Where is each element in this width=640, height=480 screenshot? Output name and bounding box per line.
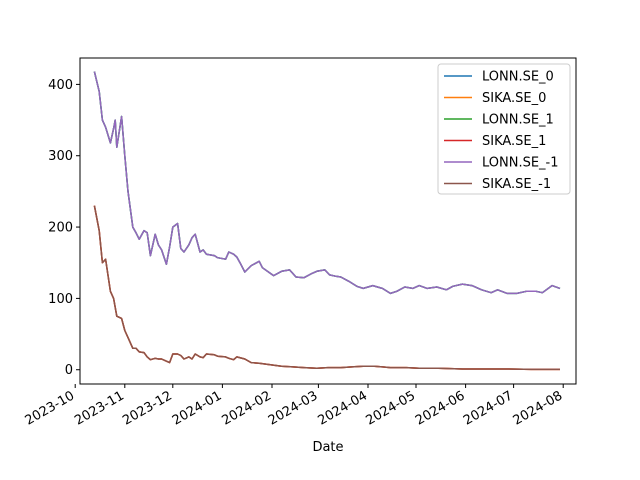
y-tick-label: 400: [48, 78, 73, 93]
y-axis: 0 100 200 300 400: [48, 78, 80, 378]
legend-label: SIKA.SE_-1: [482, 177, 551, 192]
y-tick-label: 0: [65, 363, 73, 378]
y-tick-label: 100: [48, 292, 73, 307]
legend-label: LONN.SE_-1: [482, 156, 559, 171]
y-tick-label: 300: [48, 149, 73, 164]
x-axis-label: Date: [312, 440, 343, 455]
legend-label: LONN.SE_0: [482, 70, 554, 85]
legend-label: LONN.SE_1: [482, 113, 554, 128]
legend-label: SIKA.SE_0: [482, 91, 546, 106]
legend-label: SIKA.SE_1: [482, 134, 546, 149]
legend: LONN.SE_0 SIKA.SE_0 LONN.SE_1 SIKA.SE_1 LONN…: [437, 63, 571, 195]
y-tick-label: 200: [48, 221, 73, 236]
series-line-4: [93, 71, 561, 295]
series-line-5: [93, 205, 560, 371]
plot-lines: [93, 71, 561, 371]
plot-frame: [79, 57, 577, 385]
